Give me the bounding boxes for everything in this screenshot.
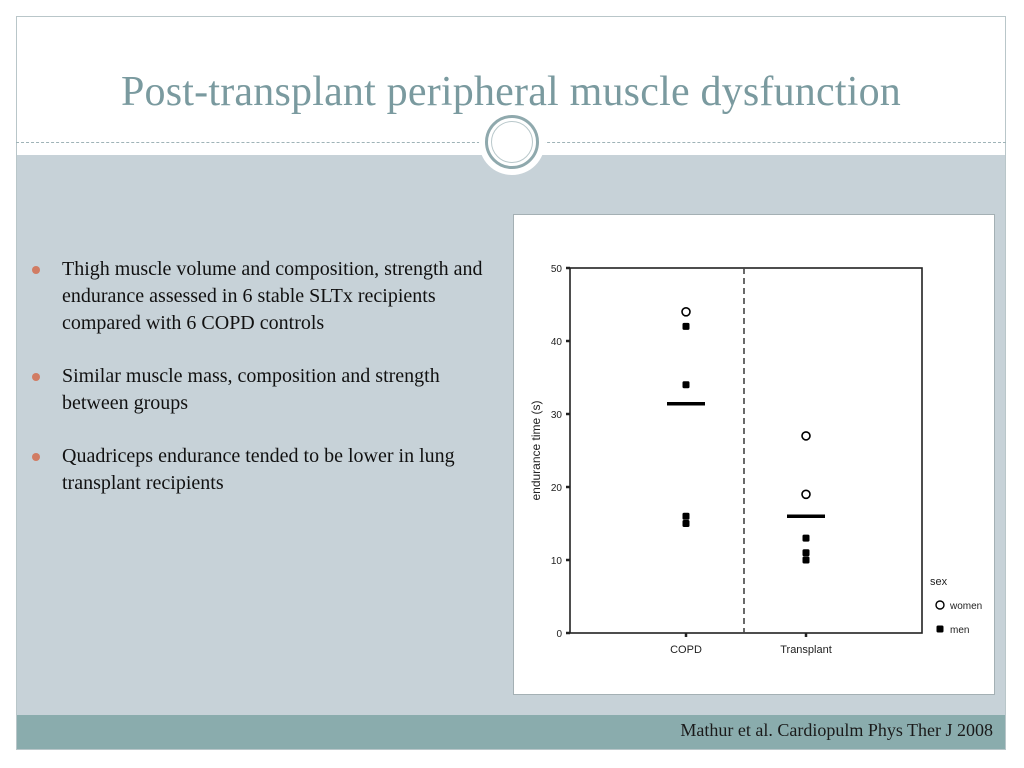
legend-label: men	[950, 625, 969, 636]
data-point-men	[682, 512, 690, 520]
bullet-list: Thigh muscle volume and composition, str…	[30, 256, 510, 523]
bullet-item: Quadriceps endurance tended to be lower …	[30, 443, 510, 497]
bullet-item: Thigh muscle volume and composition, str…	[30, 256, 510, 337]
data-point-women	[801, 431, 811, 441]
chart-panel: 0 10 20 30 40 50 endurance time (s) COPD Transpl…	[513, 214, 995, 695]
y-tick-label: 30	[551, 410, 563, 421]
legend-label: women	[949, 601, 982, 612]
data-point-women	[801, 489, 811, 500]
y-axis-label: endurance time (s)	[529, 400, 543, 500]
data-point-men	[682, 322, 690, 330]
bullet-item: Similar muscle mass, composition and str…	[30, 363, 510, 417]
data-point-women	[681, 307, 691, 317]
title-area: Post-transplant peripheral muscle dysfun…	[16, 16, 1006, 141]
data-point-men	[802, 556, 810, 564]
y-tick-label: 50	[551, 264, 563, 275]
legend-marker-women	[935, 600, 945, 610]
bullet-dot-icon	[32, 453, 40, 461]
endurance-chart: 0 10 20 30 40 50 endurance time (s) COPD Transpl…	[529, 264, 982, 656]
y-tick-label: 10	[551, 556, 563, 567]
bullet-dot-icon	[32, 373, 40, 381]
circle-ornament-icon	[479, 109, 545, 175]
y-tick-label: 0	[556, 629, 562, 640]
bullet-text: Thigh muscle volume and composition, str…	[62, 258, 483, 334]
x-tick-label: COPD	[670, 644, 702, 656]
plot-area	[569, 267, 923, 634]
y-tick-label: 40	[551, 337, 563, 348]
data-point-men	[802, 549, 810, 557]
data-point-men	[682, 520, 690, 527]
slide-title: Post-transplant peripheral muscle dysfun…	[121, 69, 901, 115]
citation: Mathur et al. Cardiopulm Phys Ther J 200…	[680, 720, 993, 740]
legend-marker-men	[936, 625, 944, 633]
legend-title: sex	[930, 576, 948, 588]
y-tick-label: 20	[551, 483, 563, 494]
data-point-men	[802, 534, 810, 542]
bullet-text: Similar muscle mass, composition and str…	[62, 365, 440, 414]
bullet-dot-icon	[32, 266, 40, 274]
x-tick-label: Transplant	[780, 644, 832, 656]
footer-bar: Mathur et al. Cardiopulm Phys Ther J 200…	[17, 715, 1005, 749]
data-point-men	[682, 381, 690, 389]
bullet-text: Quadriceps endurance tended to be lower …	[62, 445, 455, 494]
